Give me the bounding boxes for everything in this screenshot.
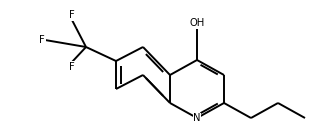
Text: F: F (69, 10, 75, 20)
Text: N: N (193, 113, 201, 123)
Text: OH: OH (189, 18, 204, 28)
Text: F: F (69, 62, 75, 72)
Text: F: F (39, 35, 45, 45)
